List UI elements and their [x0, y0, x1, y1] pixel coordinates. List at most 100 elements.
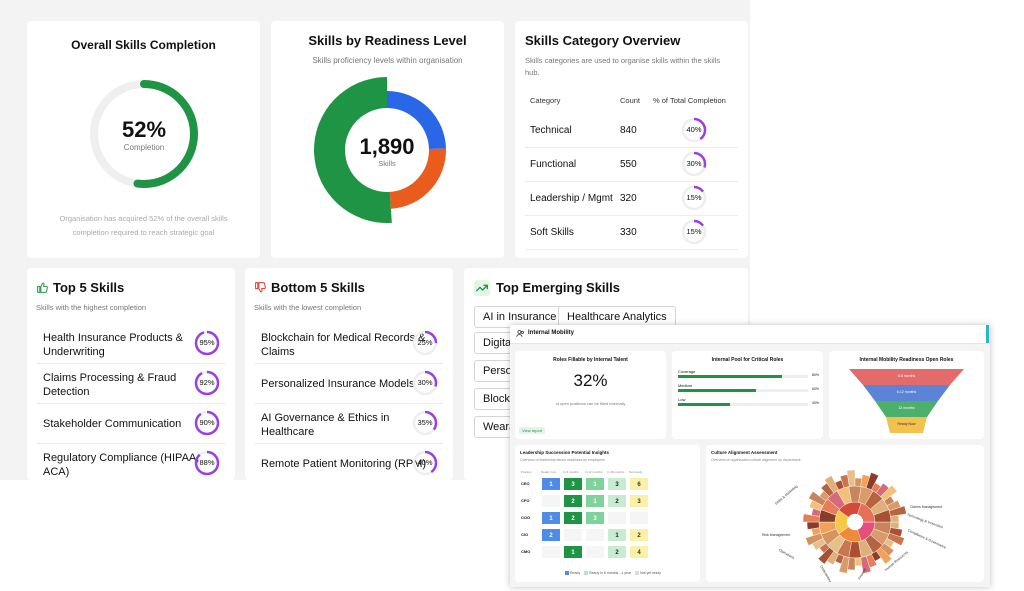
succession-cell[interactable]: 6 [629, 477, 649, 491]
roles-fillable-card: Roles Fillable by Internal Talent 32% of… [515, 351, 666, 439]
internal-mobility-panel: Internal Mobility Roles Fillable by Inte… [510, 325, 990, 587]
skill-row[interactable]: Claims Processing & Fraud Detection 92% [37, 363, 225, 404]
overall-percent: 52% [121, 117, 167, 142]
pool-bar-fill [678, 375, 782, 378]
sunburst-label: Sales & Marketing [774, 484, 799, 506]
culture-card: Culture Alignment Assessment Overview of… [706, 445, 984, 582]
succession-subtitle: Overview of leadership bench readiness b… [520, 458, 605, 462]
succession-header: Ready now [541, 470, 557, 474]
succession-cell[interactable]: 2 [607, 545, 627, 559]
category-row[interactable]: Functional 550 30% [525, 147, 738, 182]
skill-name: Personalized Insurance Models [261, 377, 414, 391]
skill-row[interactable]: AI Governance & Ethics in Healthcare 35% [255, 403, 443, 444]
funnel-segment [875, 401, 938, 417]
succession-cell[interactable]: 2 [629, 528, 649, 542]
succession-cell[interactable]: 1 [585, 494, 605, 508]
funnel-label: 0-6 months [897, 374, 916, 378]
mobility-scroll-indicator[interactable] [986, 325, 989, 343]
overall-note-line1: Organisation has acquired 52% of the ove… [59, 214, 228, 223]
succession-cell[interactable]: 3 [607, 477, 627, 491]
internal-pool-title: Internal Pool for Critical Roles [711, 357, 784, 363]
skill-row[interactable]: Personalized Insurance Models 30% [255, 363, 443, 404]
skill-percent-ring: 88% [193, 449, 221, 477]
succession-cell[interactable]: 3 [629, 494, 649, 508]
readiness-card: Skills by Readiness Level Skills profici… [271, 21, 504, 258]
category-subtitle-line2: hub. [525, 68, 540, 77]
skill-row[interactable]: Stakeholder Communication 90% [37, 403, 225, 444]
roles-fillable-value: 32% [573, 371, 608, 390]
mobility-header: Internal Mobility [510, 325, 990, 344]
skill-percent-ring: 25% [411, 329, 439, 357]
category-name: Technical [530, 125, 572, 136]
legend-label: Not yet ready [640, 571, 661, 575]
skill-percent-ring: 30% [411, 369, 439, 397]
skill-row[interactable]: Health Insurance Products & Underwriting 9… [37, 323, 225, 364]
succession-cell[interactable] [541, 494, 561, 508]
succession-cell[interactable]: 3 [563, 477, 583, 491]
skill-name: Health Insurance Products & Underwriting [43, 331, 183, 359]
succession-cell[interactable]: 4 [629, 545, 649, 559]
culture-sunburst-chart [802, 469, 907, 574]
category-count: 550 [620, 159, 637, 170]
succession-position: CIO [521, 532, 529, 537]
category-header-pct: % of Total Completion [653, 96, 726, 105]
category-percent: 15% [686, 193, 702, 202]
view-report-button[interactable]: View report [519, 427, 546, 434]
succession-cell[interactable] [585, 545, 605, 559]
succession-cell[interactable]: 2 [541, 528, 561, 542]
top5-card: Top 5 Skills Skills with the highest com… [27, 268, 235, 480]
skill-name: Claims Processing & Fraud Detection [43, 371, 176, 399]
readiness-total-label: Skills [378, 159, 396, 168]
succession-cell[interactable]: 2 [607, 494, 627, 508]
succession-cell[interactable]: 1 [541, 511, 561, 525]
category-row[interactable]: Technical 840 40% [525, 113, 738, 148]
succession-cell[interactable]: 1 [563, 545, 583, 559]
category-count: 330 [620, 227, 637, 238]
overall-completion-card: Overall Skills Completion 52% Completion… [27, 21, 260, 258]
succession-position: CMO [521, 549, 531, 554]
succession-cell[interactable] [629, 511, 649, 525]
pool-percent: 60% [812, 387, 820, 391]
skill-row[interactable]: Remote Patient Monitoring (RPM) 40% [255, 443, 443, 480]
skill-name-line2: ACA) [43, 466, 70, 478]
category-subtitle-line1: Skills categories are used to organise s… [525, 56, 721, 65]
succession-cell[interactable] [563, 528, 583, 542]
succession-cell[interactable]: 1 [541, 477, 561, 491]
succession-cell[interactable]: 3 [585, 511, 605, 525]
donut-slice[interactable] [389, 148, 446, 209]
skill-name-line1: Regulatory Compliance (HIPAA, [43, 452, 200, 464]
succession-position: CEO [521, 481, 530, 486]
donut-slice[interactable] [387, 91, 446, 149]
funnel-label: 6-12 months [896, 390, 917, 394]
succession-cell[interactable]: 2 [563, 494, 583, 508]
succession-cell[interactable] [541, 545, 561, 559]
category-row[interactable]: Leadership / Mgmt 320 15% [525, 181, 738, 216]
pool-bar-fill [678, 389, 756, 392]
skill-name-line1: Health Insurance Products & [43, 332, 184, 344]
succession-cell[interactable]: 1 [607, 528, 627, 542]
category-name: Functional [530, 159, 577, 170]
sunburst-segment[interactable] [854, 557, 863, 567]
funnel-label: Ready Now [897, 422, 916, 426]
skill-name-line2: Healthcare [261, 426, 315, 438]
category-row[interactable]: Soft Skills 330 15% [525, 215, 738, 250]
category-count: 840 [620, 125, 637, 136]
category-name: Leadership / Mgmt [530, 193, 613, 204]
succession-cell[interactable]: 1 [585, 477, 605, 491]
succession-cell[interactable] [607, 511, 627, 525]
skill-percent: 95% [199, 338, 215, 347]
funnel-label: 12 months [898, 406, 915, 410]
roles-fillable-note: of open positions can be filled internal… [555, 401, 626, 406]
sunburst-segment[interactable] [890, 514, 900, 523]
roles-fillable-title: Roles Fillable by Internal Talent [553, 357, 628, 363]
skill-percent-ring: 35% [411, 409, 439, 437]
bottom5-subtitle: Skills with the lowest completion [254, 303, 362, 312]
skill-row[interactable]: Regulatory Compliance (HIPAA, ACA) 88% [37, 443, 225, 480]
donut-slice[interactable] [313, 77, 392, 223]
succession-cell[interactable] [585, 528, 605, 542]
readiness-total: 1,890 [359, 134, 415, 159]
succession-cell[interactable]: 2 [563, 511, 583, 525]
category-name: Soft Skills [530, 227, 574, 238]
thumbs-up-icon [37, 282, 48, 293]
skill-row[interactable]: Blockchain for Medical Records & Claims 25… [255, 323, 443, 364]
